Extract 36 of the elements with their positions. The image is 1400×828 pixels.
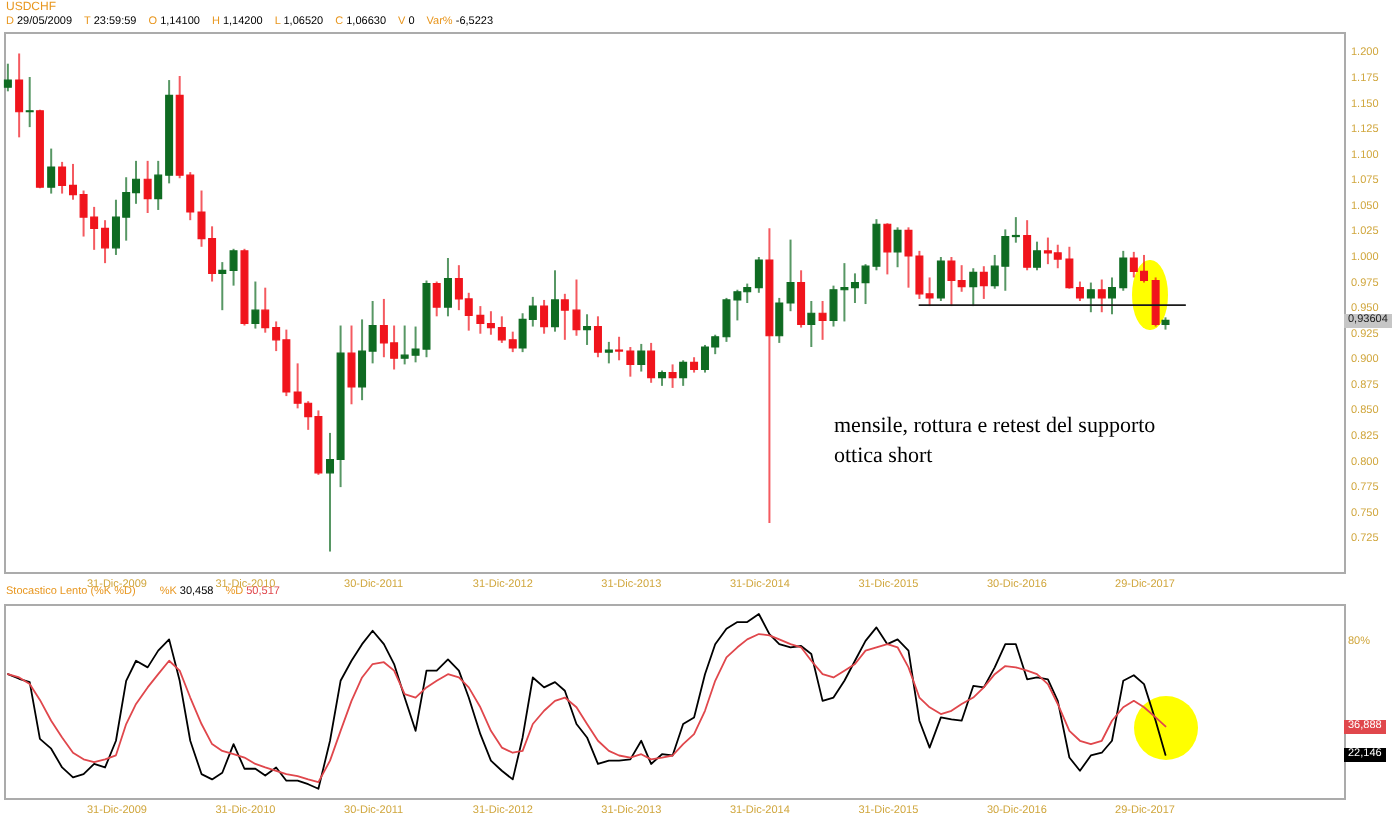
candlestick: [3, 62, 12, 93]
candlestick: [668, 363, 677, 389]
candlestick: [583, 313, 592, 346]
candlestick: [807, 299, 816, 348]
candlestick: [893, 226, 902, 269]
candlestick: [25, 76, 34, 129]
candlestick: [1086, 281, 1095, 314]
candlestick: [443, 257, 452, 318]
annotation: mensile, rottura e retest del supporto: [834, 412, 1156, 442]
candlestick: [15, 52, 24, 139]
candlestick: [593, 315, 602, 359]
candlestick: [347, 324, 356, 406]
candlestick: [936, 256, 945, 302]
candlestick: [1151, 276, 1160, 328]
candlestick: [229, 247, 238, 287]
candlestick: [754, 256, 763, 294]
candlestick: [251, 280, 260, 330]
candlestick: [969, 267, 978, 308]
candlestick: [1023, 219, 1032, 272]
candlestick: [1032, 240, 1041, 272]
candlestick: [432, 280, 441, 318]
candlestick: [1097, 278, 1106, 314]
candlestick: [679, 359, 688, 387]
candlestick: [979, 265, 988, 300]
candlestick: [47, 147, 56, 195]
candlestick: [637, 342, 646, 373]
candlestick: [818, 299, 827, 341]
candlestick: [883, 222, 892, 276]
candlestick: [218, 261, 227, 312]
candlestick: [797, 269, 806, 329]
candlestick: [647, 341, 656, 384]
candlestick: [551, 269, 559, 333]
candlestick: [143, 159, 152, 215]
candlestick: [604, 340, 613, 365]
candlestick: [540, 298, 549, 335]
annotation: ottica short: [834, 442, 935, 472]
